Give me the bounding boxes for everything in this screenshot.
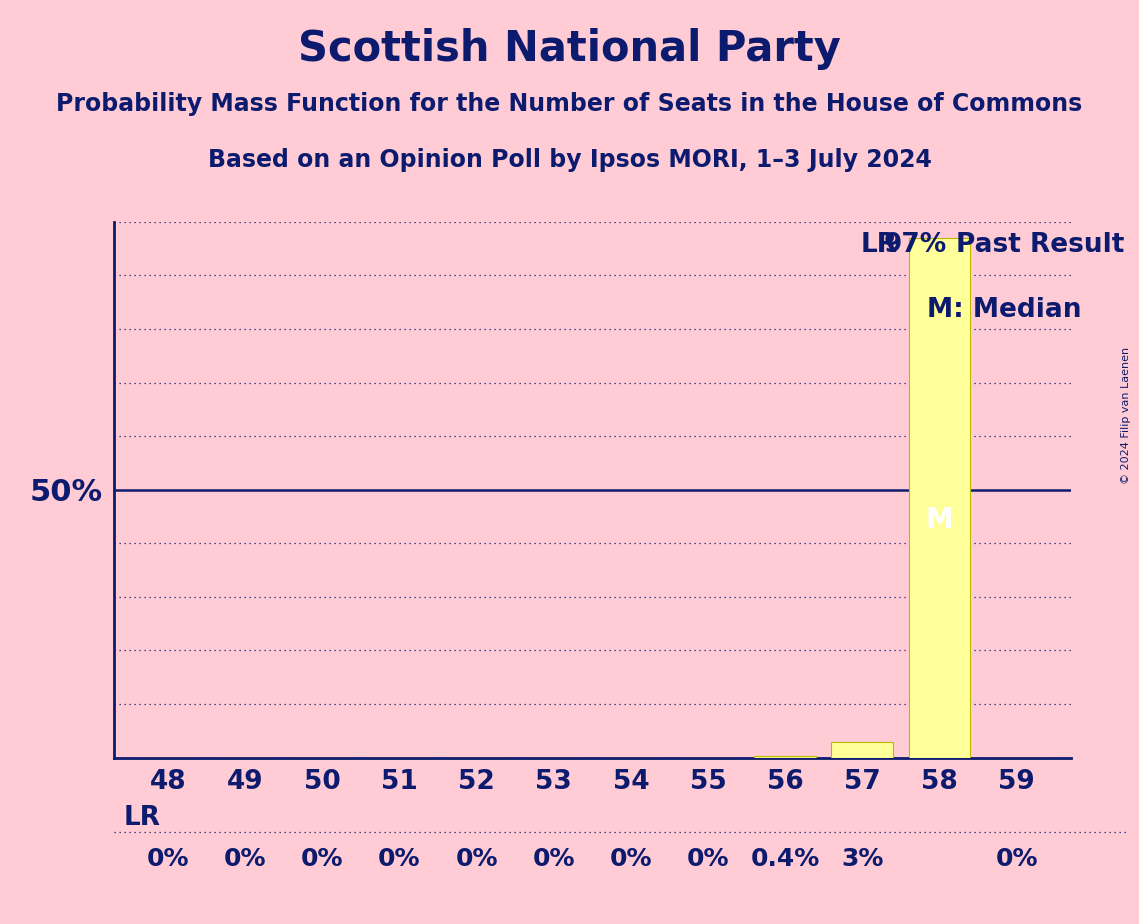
Text: Based on an Opinion Poll by Ipsos MORI, 1–3 July 2024: Based on an Opinion Poll by Ipsos MORI, … [207,148,932,172]
Text: 0%: 0% [378,847,420,871]
Text: 0%: 0% [609,847,653,871]
Bar [909,237,970,758]
Text: 0%: 0% [532,847,575,871]
Text: Past Result: Past Result [956,233,1124,259]
Text: LR: LR [860,233,898,259]
Text: Probability Mass Function for the Number of Seats in the House of Commons: Probability Mass Function for the Number… [56,92,1083,116]
Text: LR: LR [124,805,161,831]
Bar [754,756,816,758]
Text: © 2024 Filip van Laenen: © 2024 Filip van Laenen [1121,347,1131,484]
Text: 0%: 0% [995,847,1038,871]
Text: M: Median: M: Median [927,297,1082,322]
Text: 0%: 0% [147,847,189,871]
Text: 0%: 0% [456,847,498,871]
Text: 97%: 97% [884,233,948,259]
Text: 0%: 0% [224,847,267,871]
Text: M: M [926,505,953,534]
Text: 0.4%: 0.4% [751,847,820,871]
Text: Scottish National Party: Scottish National Party [298,28,841,69]
Text: 0%: 0% [687,847,729,871]
Bar [831,742,893,758]
Text: 0%: 0% [301,847,344,871]
Text: 3%: 3% [841,847,884,871]
